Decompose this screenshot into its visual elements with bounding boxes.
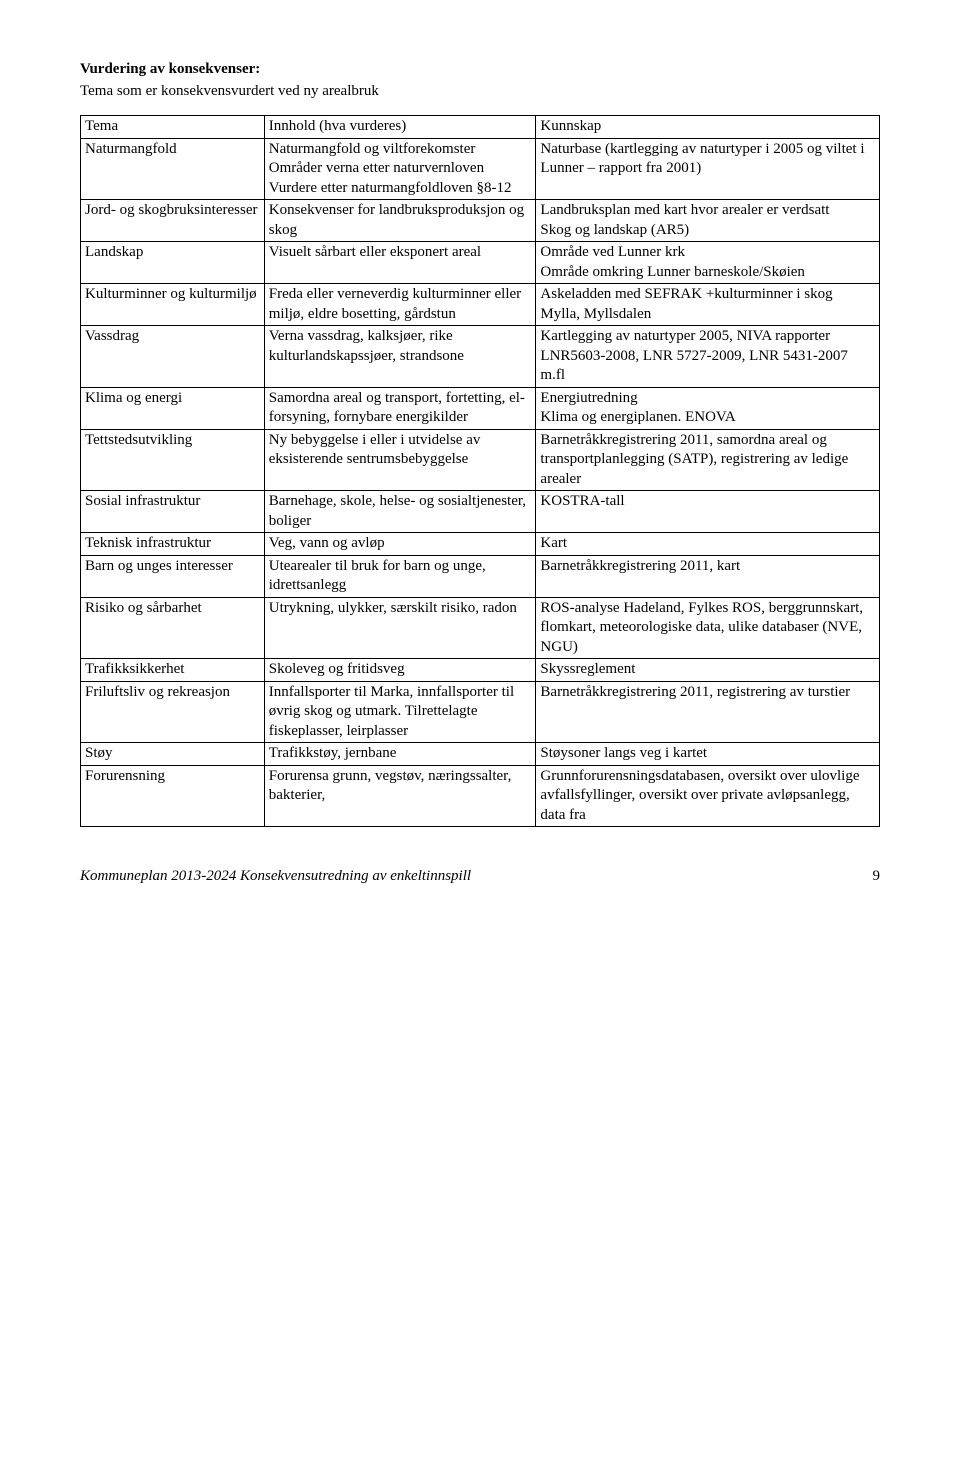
table-cell: Kartlegging av naturtyper 2005, NIVA rap… [536,326,880,388]
section-subheading: Tema som er konsekvensvurdert ved ny are… [80,82,880,102]
table-row: Risiko og sårbarhetUtrykning, ulykker, s… [81,597,880,659]
table-cell: Område ved Lunner krkOmråde omkring Lunn… [536,242,880,284]
table-cell: Barnetråkkregistrering 2011, registrerin… [536,681,880,743]
table-cell: Landbruksplan med kart hvor arealer er v… [536,200,880,242]
table-row: VassdragVerna vassdrag, kalksjøer, rike … [81,326,880,388]
table-header-cell: Innhold (hva vurderes) [264,116,536,139]
table-header-cell: Tema [81,116,265,139]
table-cell: Konsekvenser for landbruksproduksjon og … [264,200,536,242]
table-cell: EnergiutredningKlima og energiplanen. EN… [536,387,880,429]
consequences-table: TemaInnhold (hva vurderes)KunnskapNaturm… [80,115,880,827]
page-number: 9 [873,867,881,887]
page-footer: Kommuneplan 2013-2024 Konsekvensutrednin… [80,867,880,887]
table-cell: Naturmangfold og viltforekomsterOmråder … [264,138,536,200]
table-cell: Kulturminner og kulturmiljø [81,284,265,326]
table-cell: Samordna areal og transport, fortetting,… [264,387,536,429]
table-row: Sosial infrastrukturBarnehage, skole, he… [81,491,880,533]
table-cell: Askeladden med SEFRAK +kulturminner i sk… [536,284,880,326]
table-cell: Trafikkstøy, jernbane [264,743,536,766]
table-cell: Risiko og sårbarhet [81,597,265,659]
table-cell: Ny bebyggelse i eller i utvidelse av eks… [264,429,536,491]
table-cell: Veg, vann og avløp [264,533,536,556]
table-cell: Klima og energi [81,387,265,429]
table-cell: Trafikksikkerhet [81,659,265,682]
table-cell: Utearealer til bruk for barn og unge, id… [264,555,536,597]
table-cell: Utrykning, ulykker, særskilt risiko, rad… [264,597,536,659]
table-cell: Verna vassdrag, kalksjøer, rike kulturla… [264,326,536,388]
table-cell: Støysoner langs veg i kartet [536,743,880,766]
table-row: Friluftsliv og rekreasjonInnfallsporter … [81,681,880,743]
table-header-cell: Kunnskap [536,116,880,139]
table-row: LandskapVisuelt sårbart eller eksponert … [81,242,880,284]
table-row: Barn og unges interesserUtearealer til b… [81,555,880,597]
table-cell: Innfallsporter til Marka, innfallsporter… [264,681,536,743]
table-cell: Barn og unges interesser [81,555,265,597]
table-cell: Forurensning [81,765,265,827]
table-cell: Støy [81,743,265,766]
table-cell: Naturmangfold [81,138,265,200]
table-cell: Teknisk infrastruktur [81,533,265,556]
table-cell: Sosial infrastruktur [81,491,265,533]
table-cell: KOSTRA-tall [536,491,880,533]
table-cell: Forurensa grunn, vegstøv, næringssalter,… [264,765,536,827]
table-cell: ROS-analyse Hadeland, Fylkes ROS, berggr… [536,597,880,659]
table-cell: Skyssreglement [536,659,880,682]
table-cell: Naturbase (kartlegging av naturtyper i 2… [536,138,880,200]
table-row: NaturmangfoldNaturmangfold og viltforeko… [81,138,880,200]
table-row: StøyTrafikkstøy, jernbaneStøysoner langs… [81,743,880,766]
table-cell: Jord- og skogbruksinteresser [81,200,265,242]
table-row: TrafikksikkerhetSkoleveg og fritidsvegSk… [81,659,880,682]
table-row: Jord- og skogbruksinteresserKonsekvenser… [81,200,880,242]
table-row: TettstedsutviklingNy bebyggelse i eller … [81,429,880,491]
table-cell: Kart [536,533,880,556]
table-cell: Freda eller verneverdig kulturminner ell… [264,284,536,326]
table-cell: Barnetråkkregistrering 2011, kart [536,555,880,597]
table-cell: Landskap [81,242,265,284]
table-cell: Friluftsliv og rekreasjon [81,681,265,743]
table-cell: Grunnforurensningsdatabasen, oversikt ov… [536,765,880,827]
table-cell: Visuelt sårbart eller eksponert areal [264,242,536,284]
section-heading: Vurdering av konsekvenser: [80,60,880,80]
table-cell: Skoleveg og fritidsveg [264,659,536,682]
table-row: Kulturminner og kulturmiljøFreda eller v… [81,284,880,326]
table-cell: Barnehage, skole, helse- og sosialtjenes… [264,491,536,533]
footer-text: Kommuneplan 2013-2024 Konsekvensutrednin… [80,867,471,887]
table-row: ForurensningForurensa grunn, vegstøv, næ… [81,765,880,827]
table-cell: Tettstedsutvikling [81,429,265,491]
table-row: Klima og energiSamordna areal og transpo… [81,387,880,429]
table-cell: Vassdrag [81,326,265,388]
table-cell: Barnetråkkregistrering 2011, samordna ar… [536,429,880,491]
table-row: Teknisk infrastrukturVeg, vann og avløpK… [81,533,880,556]
